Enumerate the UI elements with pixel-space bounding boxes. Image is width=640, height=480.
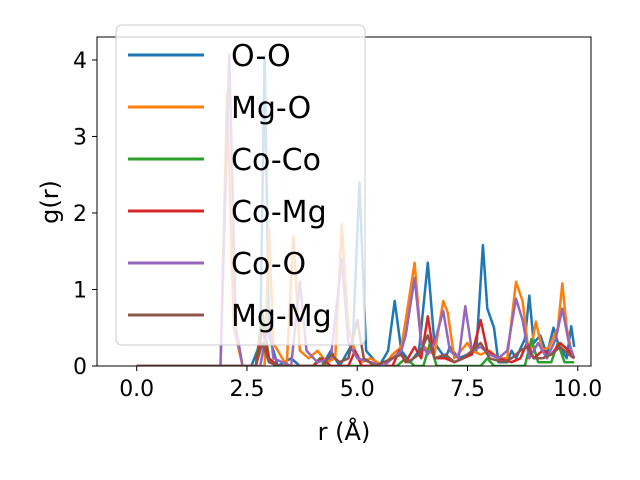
legend-label-mg-o: Mg-O <box>231 91 311 126</box>
series-line-co-o <box>136 53 576 366</box>
legend-label-mg-mg: Mg-Mg <box>231 299 332 334</box>
series-line-mg-mg <box>136 318 575 366</box>
x-tick-label: 7.5 <box>450 377 485 402</box>
series-layer <box>136 53 576 366</box>
x-axis-label: r (Å) <box>318 417 371 446</box>
legend-box <box>115 24 366 346</box>
y-axis-ticks: 0 1 2 3 4 <box>73 49 97 380</box>
legend-label-co-o: Co-O <box>231 247 306 282</box>
y-axis-label: g(r) <box>36 180 64 224</box>
x-axis-ticks: 0.0 2.5 5.0 7.5 10.0 <box>119 366 602 402</box>
x-tick-label: 0.0 <box>119 377 154 402</box>
legend-label-co-mg: Co-Mg <box>231 195 327 230</box>
x-tick-label: 5.0 <box>340 377 375 402</box>
y-tick-label: 3 <box>73 125 87 150</box>
y-tick-label: 2 <box>73 202 87 227</box>
y-tick-label: 1 <box>73 278 87 303</box>
legend-label-o-o: O-O <box>231 39 291 74</box>
legend: O-O Mg-O Co-Co Co-Mg Co-O Mg-Mg <box>115 24 366 346</box>
x-tick-label: 2.5 <box>229 377 264 402</box>
x-tick-label: 10.0 <box>553 377 602 402</box>
legend-label-co-co: Co-Co <box>231 143 321 178</box>
y-tick-label: 0 <box>73 355 87 380</box>
y-tick-label: 4 <box>73 49 87 74</box>
